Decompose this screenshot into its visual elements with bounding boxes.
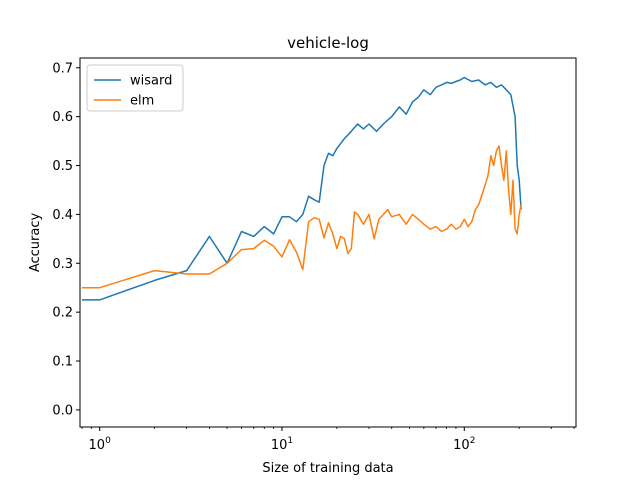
x-tick-label: 100 — [89, 436, 112, 453]
y-tick-label: 0.2 — [52, 306, 73, 321]
x-axis-label: Size of training data — [262, 461, 393, 476]
legend-label-elm: elm — [130, 94, 154, 109]
y-tick-label: 0.5 — [52, 159, 73, 174]
series-line-wisard — [82, 76, 522, 301]
legend-label-wisard: wisard — [130, 74, 172, 89]
plot-frame — [79, 57, 577, 428]
y-tick-label: 0.0 — [52, 403, 73, 418]
x-axis-ticks: 100 101 102 — [81, 427, 575, 453]
y-axis-label: Accuracy — [28, 213, 43, 273]
x-tick-label: 102 — [453, 436, 475, 453]
series-line-elm — [82, 145, 522, 289]
y-tick-label: 0.3 — [52, 257, 73, 272]
y-tick-label: 0.4 — [52, 208, 73, 223]
y-axis-ticks: 0.0 0.1 0.2 0.3 0.4 0.5 0.6 0.7 — [52, 61, 80, 418]
y-tick-label: 0.6 — [52, 110, 73, 125]
x-tick-label: 101 — [271, 436, 293, 453]
legend: wisard elm — [86, 64, 184, 112]
y-tick-label: 0.1 — [52, 355, 73, 370]
series-lines — [82, 76, 522, 301]
plot-area: 100 101 102 0.0 0.1 0.2 0.3 0.4 0.5 0.6 0.7 — [52, 57, 577, 453]
y-tick-label: 0.7 — [52, 61, 73, 76]
chart-title: vehicle-log — [287, 34, 369, 52]
